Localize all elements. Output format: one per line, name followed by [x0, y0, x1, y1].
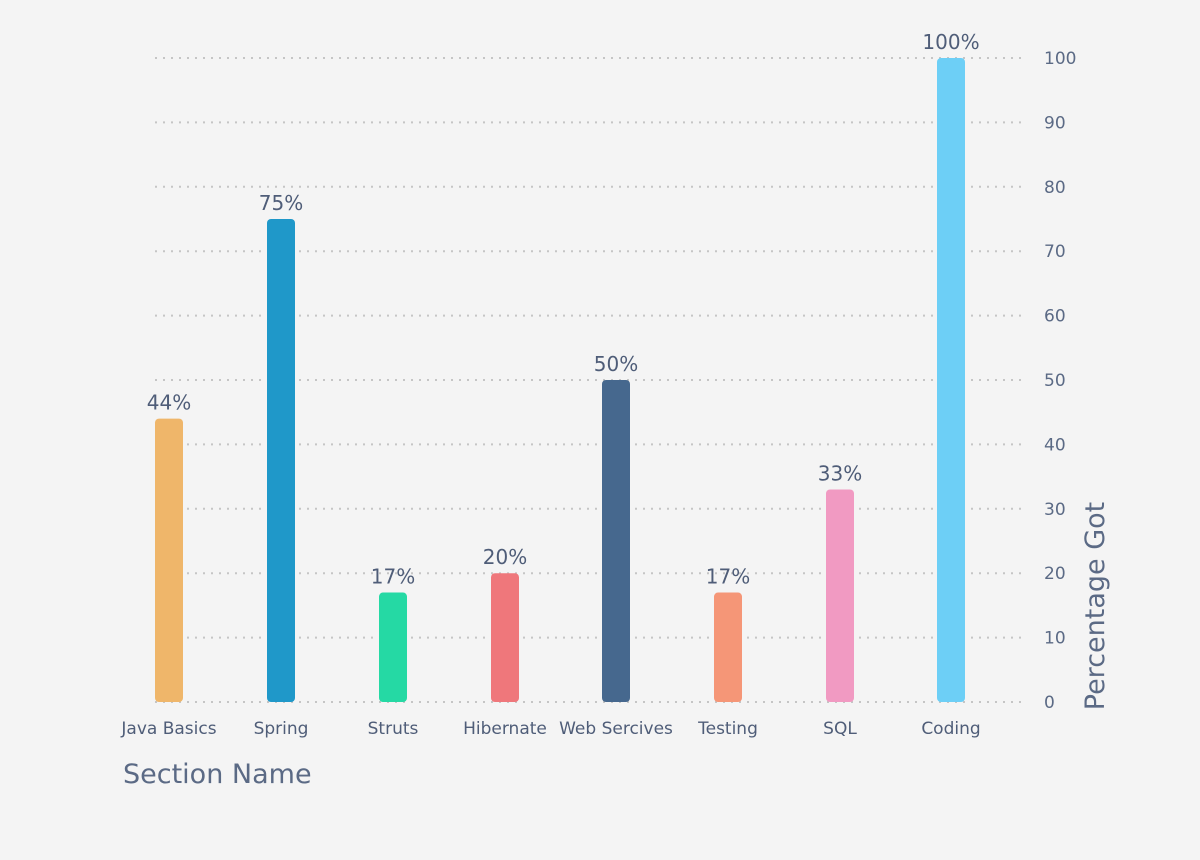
bar	[491, 573, 519, 702]
y-tick-label: 40	[1044, 435, 1066, 455]
category-label: Coding	[921, 719, 980, 739]
y-tick-label: 30	[1044, 500, 1066, 520]
bar	[937, 58, 965, 702]
category-label: Web Sercives	[559, 719, 673, 739]
y-tick-label: 50	[1044, 371, 1066, 391]
bar	[267, 219, 295, 702]
category-label: Testing	[697, 719, 758, 739]
bar-value-label: 44%	[147, 391, 191, 415]
bar-value-label: 50%	[594, 352, 638, 376]
category-labels: Java Basics Spring Struts Hibernate Web Serc…	[120, 719, 980, 739]
category-label: Spring	[254, 719, 309, 739]
y-tick-label: 20	[1044, 564, 1066, 584]
bar	[826, 489, 854, 702]
bar-value-label: 100%	[922, 30, 979, 54]
bar	[379, 592, 407, 702]
category-label: SQL	[823, 719, 857, 739]
y-axis-title: Percentage Got	[1080, 502, 1111, 711]
bar-value-label: 75%	[259, 191, 303, 215]
bar	[714, 592, 742, 702]
bar-value-label: 17%	[706, 565, 750, 589]
y-tick-label: 70	[1044, 242, 1066, 262]
bar	[602, 380, 630, 702]
y-tick-label: 100	[1044, 49, 1076, 69]
category-label: Struts	[368, 719, 419, 739]
y-tick-labels: 0 10 20 30 40 50 60 70 80 90 100	[1044, 49, 1076, 713]
bar-value-label: 17%	[371, 565, 415, 589]
value-labels: 44% 75% 17% 20% 50% 17% 33% 100%	[147, 30, 980, 589]
category-label: Hibernate	[463, 719, 547, 739]
bar-value-label: 33%	[818, 461, 862, 485]
x-axis-title: Section Name	[123, 759, 312, 790]
gridlines	[155, 57, 1022, 703]
y-tick-label: 10	[1044, 629, 1066, 649]
bar	[155, 418, 183, 702]
bar-value-label: 20%	[483, 545, 527, 569]
y-tick-label: 80	[1044, 178, 1066, 198]
y-tick-label: 90	[1044, 113, 1066, 133]
bars	[155, 58, 965, 702]
y-tick-label: 60	[1044, 307, 1066, 327]
y-tick-label: 0	[1044, 693, 1055, 713]
category-label: Java Basics	[120, 719, 216, 739]
